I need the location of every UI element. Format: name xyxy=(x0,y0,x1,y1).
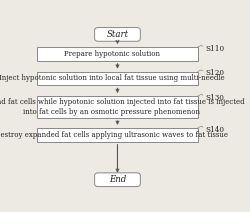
Text: End: End xyxy=(109,175,126,184)
Text: Destroy expanded fat cells applying ultrasonic waves to fat tissue: Destroy expanded fat cells applying ultr… xyxy=(0,131,228,139)
Text: Prepare hypotonic solution: Prepare hypotonic solution xyxy=(64,50,160,58)
FancyBboxPatch shape xyxy=(37,96,198,118)
Text: Inject hypotonic solution into local fat tissue using multi-needle: Inject hypotonic solution into local fat… xyxy=(0,74,224,82)
FancyBboxPatch shape xyxy=(37,128,198,142)
Text: Expand fat cells while hypotonic solution injected into fat tissue is injected
i: Expand fat cells while hypotonic solutio… xyxy=(0,98,244,116)
FancyBboxPatch shape xyxy=(37,72,198,85)
Text: S110: S110 xyxy=(206,45,225,53)
Text: S140: S140 xyxy=(206,126,225,134)
Text: S130: S130 xyxy=(206,94,225,102)
FancyBboxPatch shape xyxy=(94,28,140,41)
FancyBboxPatch shape xyxy=(94,173,140,187)
Text: Start: Start xyxy=(106,30,128,39)
FancyBboxPatch shape xyxy=(37,47,198,61)
Text: S120: S120 xyxy=(206,69,225,77)
